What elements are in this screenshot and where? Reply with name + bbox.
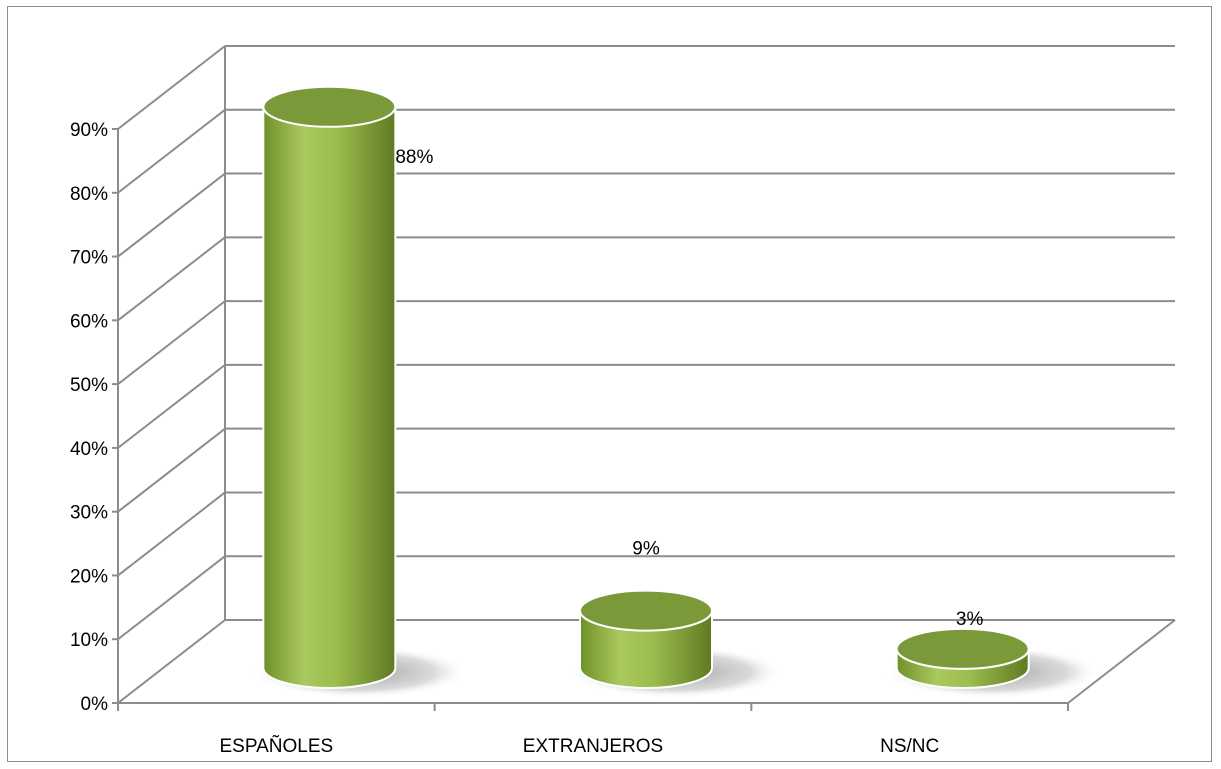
bar-top — [579, 589, 713, 632]
bar-top — [262, 85, 397, 128]
y-tick-label: 60% — [70, 311, 108, 332]
data-label: 9% — [632, 539, 660, 560]
category-label: ESPAÑOLES — [219, 735, 333, 757]
y-tick-label: 40% — [70, 439, 108, 460]
floor-right-edge — [1067, 619, 1176, 704]
category-label: NS/NC — [880, 736, 939, 757]
y-tick-label: 70% — [70, 248, 108, 269]
bar-top — [895, 627, 1030, 670]
wall-gridline — [117, 555, 226, 641]
y-tick-label: 10% — [70, 630, 108, 651]
wall-gridline — [117, 300, 226, 385]
category-label: EXTRANJEROS — [523, 736, 663, 757]
wall-gridline — [117, 427, 226, 513]
y-tick-label: 20% — [70, 566, 108, 587]
wall-gridline — [117, 45, 226, 130]
data-label: 3% — [956, 609, 984, 630]
y-tick-label: 90% — [70, 120, 108, 141]
wall-gridline — [117, 236, 226, 322]
bar-layer — [262, 85, 1030, 689]
label-layer: 0% 10% 20% 30% 40% 50% 60% 70% 80% 90% ESPAÑOLES EX… — [70, 120, 984, 757]
y-tick-label: 80% — [70, 184, 108, 205]
y-tick-label: 50% — [70, 375, 108, 396]
wall-gridline — [117, 108, 226, 194]
wall-gridline — [117, 491, 226, 577]
data-label: 88% — [395, 147, 433, 168]
y-tick-label: 30% — [70, 503, 108, 524]
bar — [262, 105, 397, 689]
wall-gridline — [117, 172, 226, 258]
wall-gridline — [117, 619, 226, 704]
bar — [579, 609, 713, 689]
wall-gridline — [117, 364, 226, 449]
y-tick-label: 0% — [81, 694, 109, 715]
